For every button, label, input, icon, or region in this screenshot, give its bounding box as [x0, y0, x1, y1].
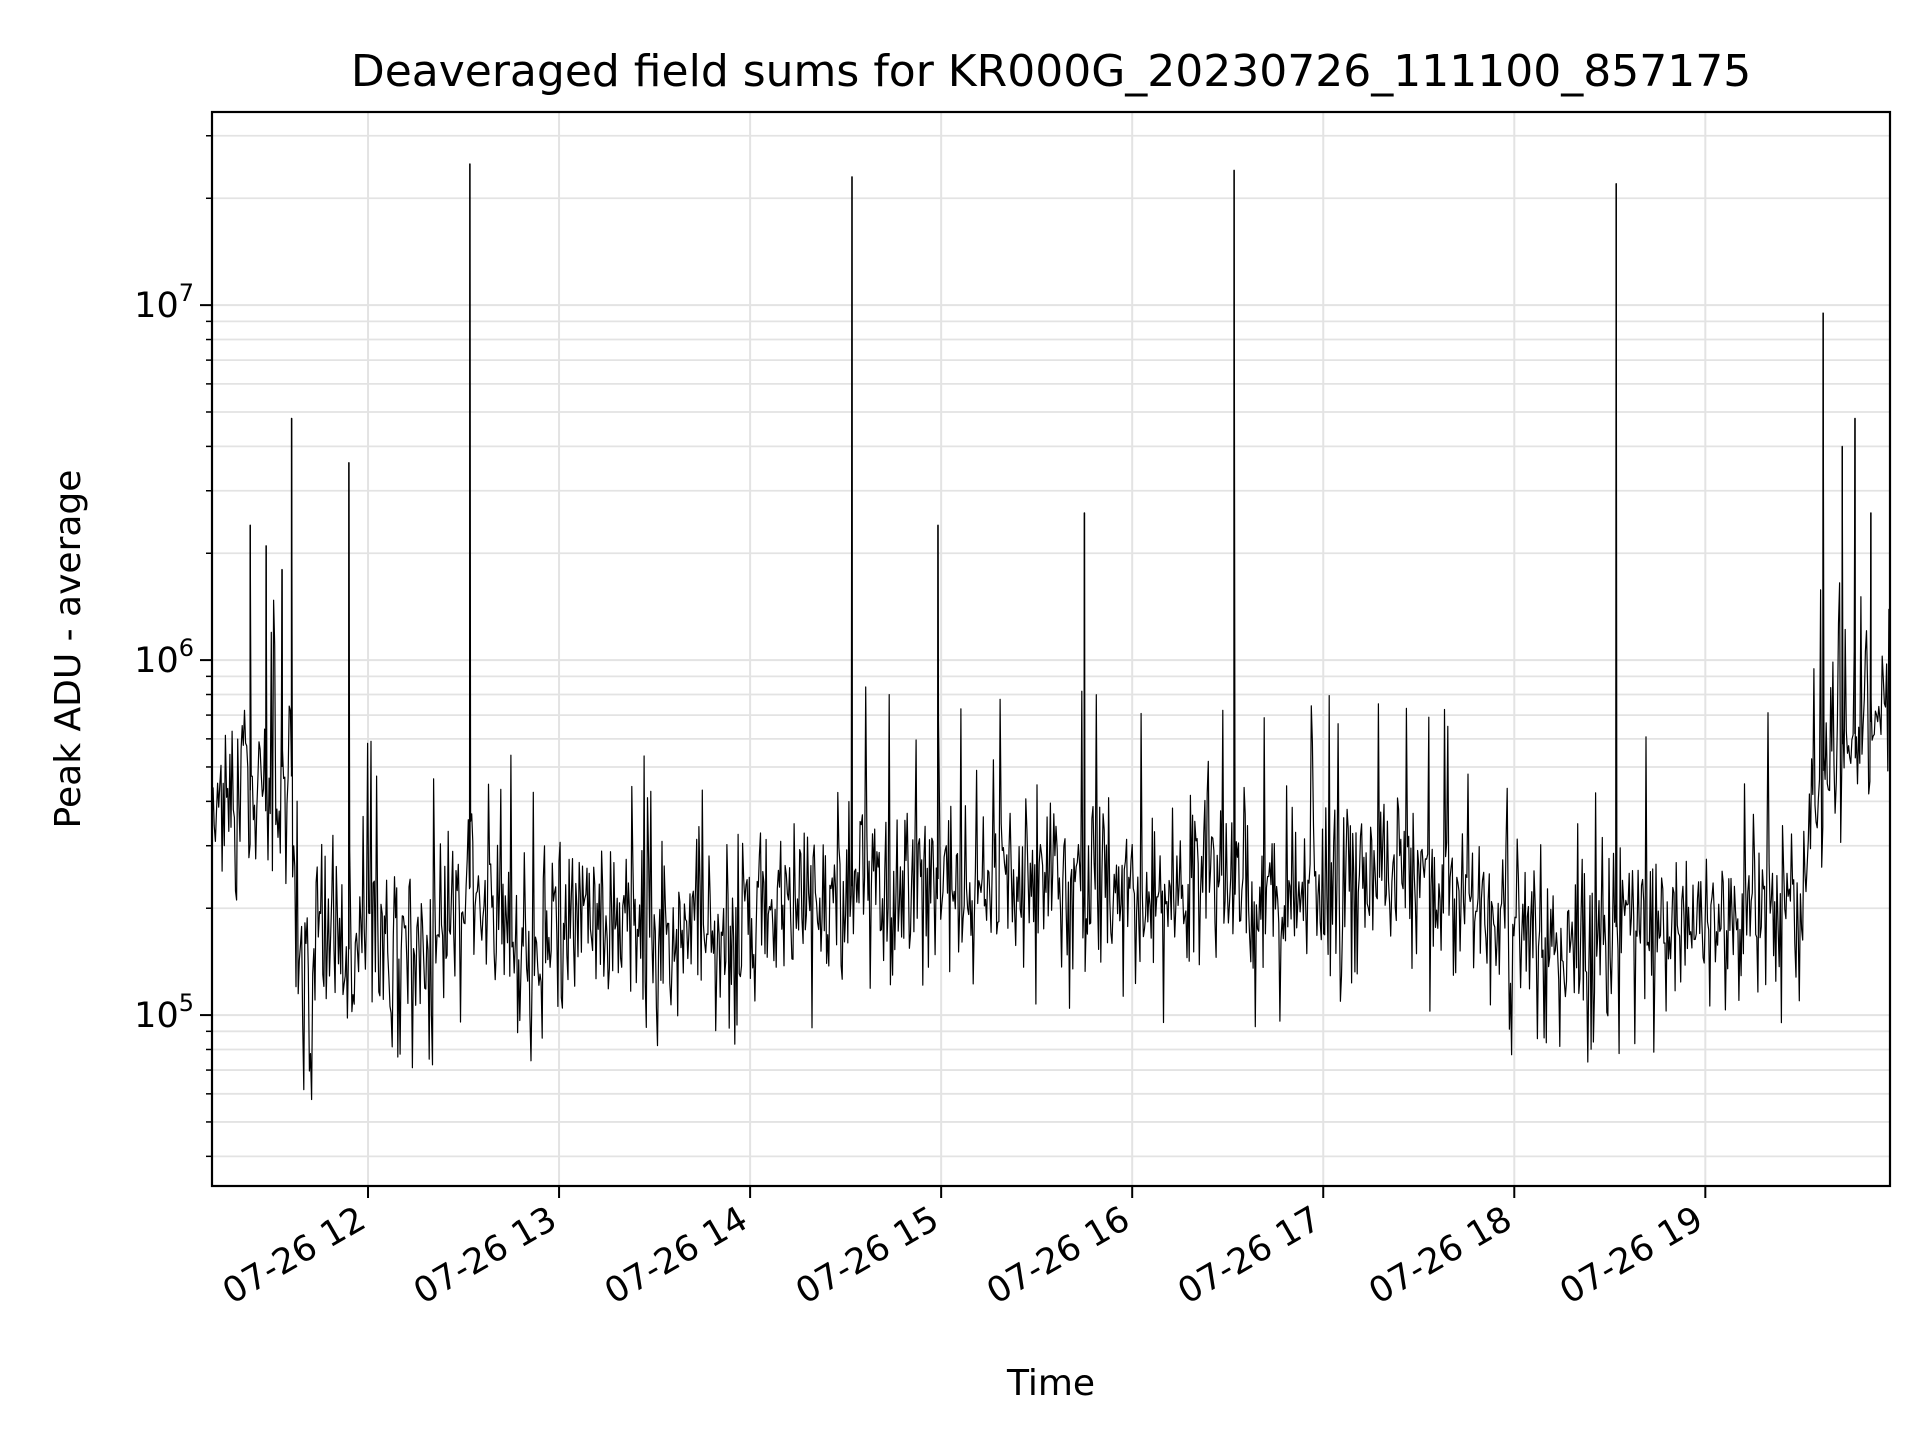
x-tick-label: 07-26 19 — [1554, 1199, 1710, 1312]
x-tick-label: 07-26 15 — [789, 1199, 945, 1312]
x-tick-label: 07-26 14 — [598, 1199, 754, 1312]
grid-layer — [212, 112, 1890, 1186]
x-tick-label: 07-26 17 — [1171, 1199, 1327, 1312]
x-axis-label: Time — [1006, 1363, 1095, 1404]
x-tick-label: 07-26 18 — [1362, 1199, 1518, 1312]
x-axis: 07-26 12 07-26 13 07-26 14 07-26 15 07-26 16… — [216, 1186, 1710, 1312]
chart-title: Deaveraged field sums for KR000G_2023072… — [351, 46, 1751, 97]
series-line — [211, 163, 1891, 1101]
x-tick-label: 07-26 16 — [980, 1199, 1136, 1312]
y-tick-label: 107 — [134, 279, 194, 326]
y-tick-label: 106 — [134, 634, 194, 681]
y-axis: 105 106 107 — [134, 135, 212, 1158]
y-tick-label: 105 — [134, 989, 194, 1036]
x-tick-label: 07-26 12 — [216, 1199, 372, 1312]
series-layer — [211, 163, 1891, 1101]
plot-frame — [210, 110, 1892, 1188]
y-axis-label: Peak ADU - average — [48, 470, 89, 829]
x-tick-label: 07-26 13 — [407, 1199, 563, 1312]
